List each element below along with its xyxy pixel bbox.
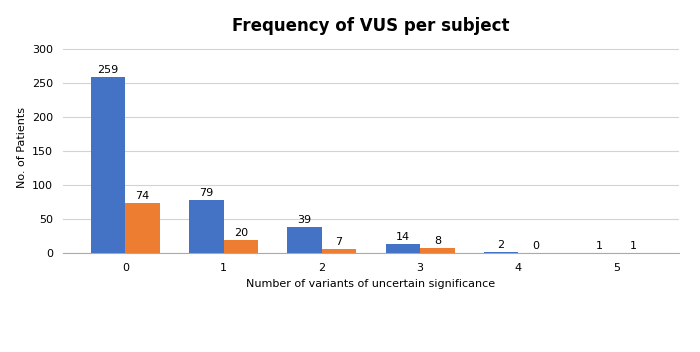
- Bar: [189, 200, 223, 253]
- Text: 14: 14: [396, 232, 410, 242]
- Text: 8: 8: [434, 236, 441, 246]
- Bar: [223, 240, 258, 253]
- X-axis label: Number of variants of uncertain significance: Number of variants of uncertain signific…: [246, 279, 496, 289]
- Y-axis label: No. of Patients: No. of Patients: [17, 107, 27, 188]
- Text: 1: 1: [596, 241, 603, 251]
- Bar: [322, 249, 356, 253]
- Text: 20: 20: [234, 228, 248, 238]
- Text: 1: 1: [630, 241, 637, 251]
- Bar: [125, 203, 160, 253]
- Bar: [288, 227, 322, 253]
- Text: 2: 2: [498, 240, 505, 250]
- Text: 259: 259: [97, 65, 119, 75]
- Bar: [91, 77, 125, 253]
- Bar: [420, 248, 454, 253]
- Text: 39: 39: [298, 215, 312, 225]
- Text: 7: 7: [335, 237, 342, 247]
- Title: Frequency of VUS per subject: Frequency of VUS per subject: [232, 17, 510, 35]
- Text: 79: 79: [199, 188, 213, 197]
- Bar: [484, 252, 519, 253]
- Text: 0: 0: [532, 241, 539, 251]
- Text: 74: 74: [136, 191, 150, 201]
- Bar: [386, 244, 420, 253]
